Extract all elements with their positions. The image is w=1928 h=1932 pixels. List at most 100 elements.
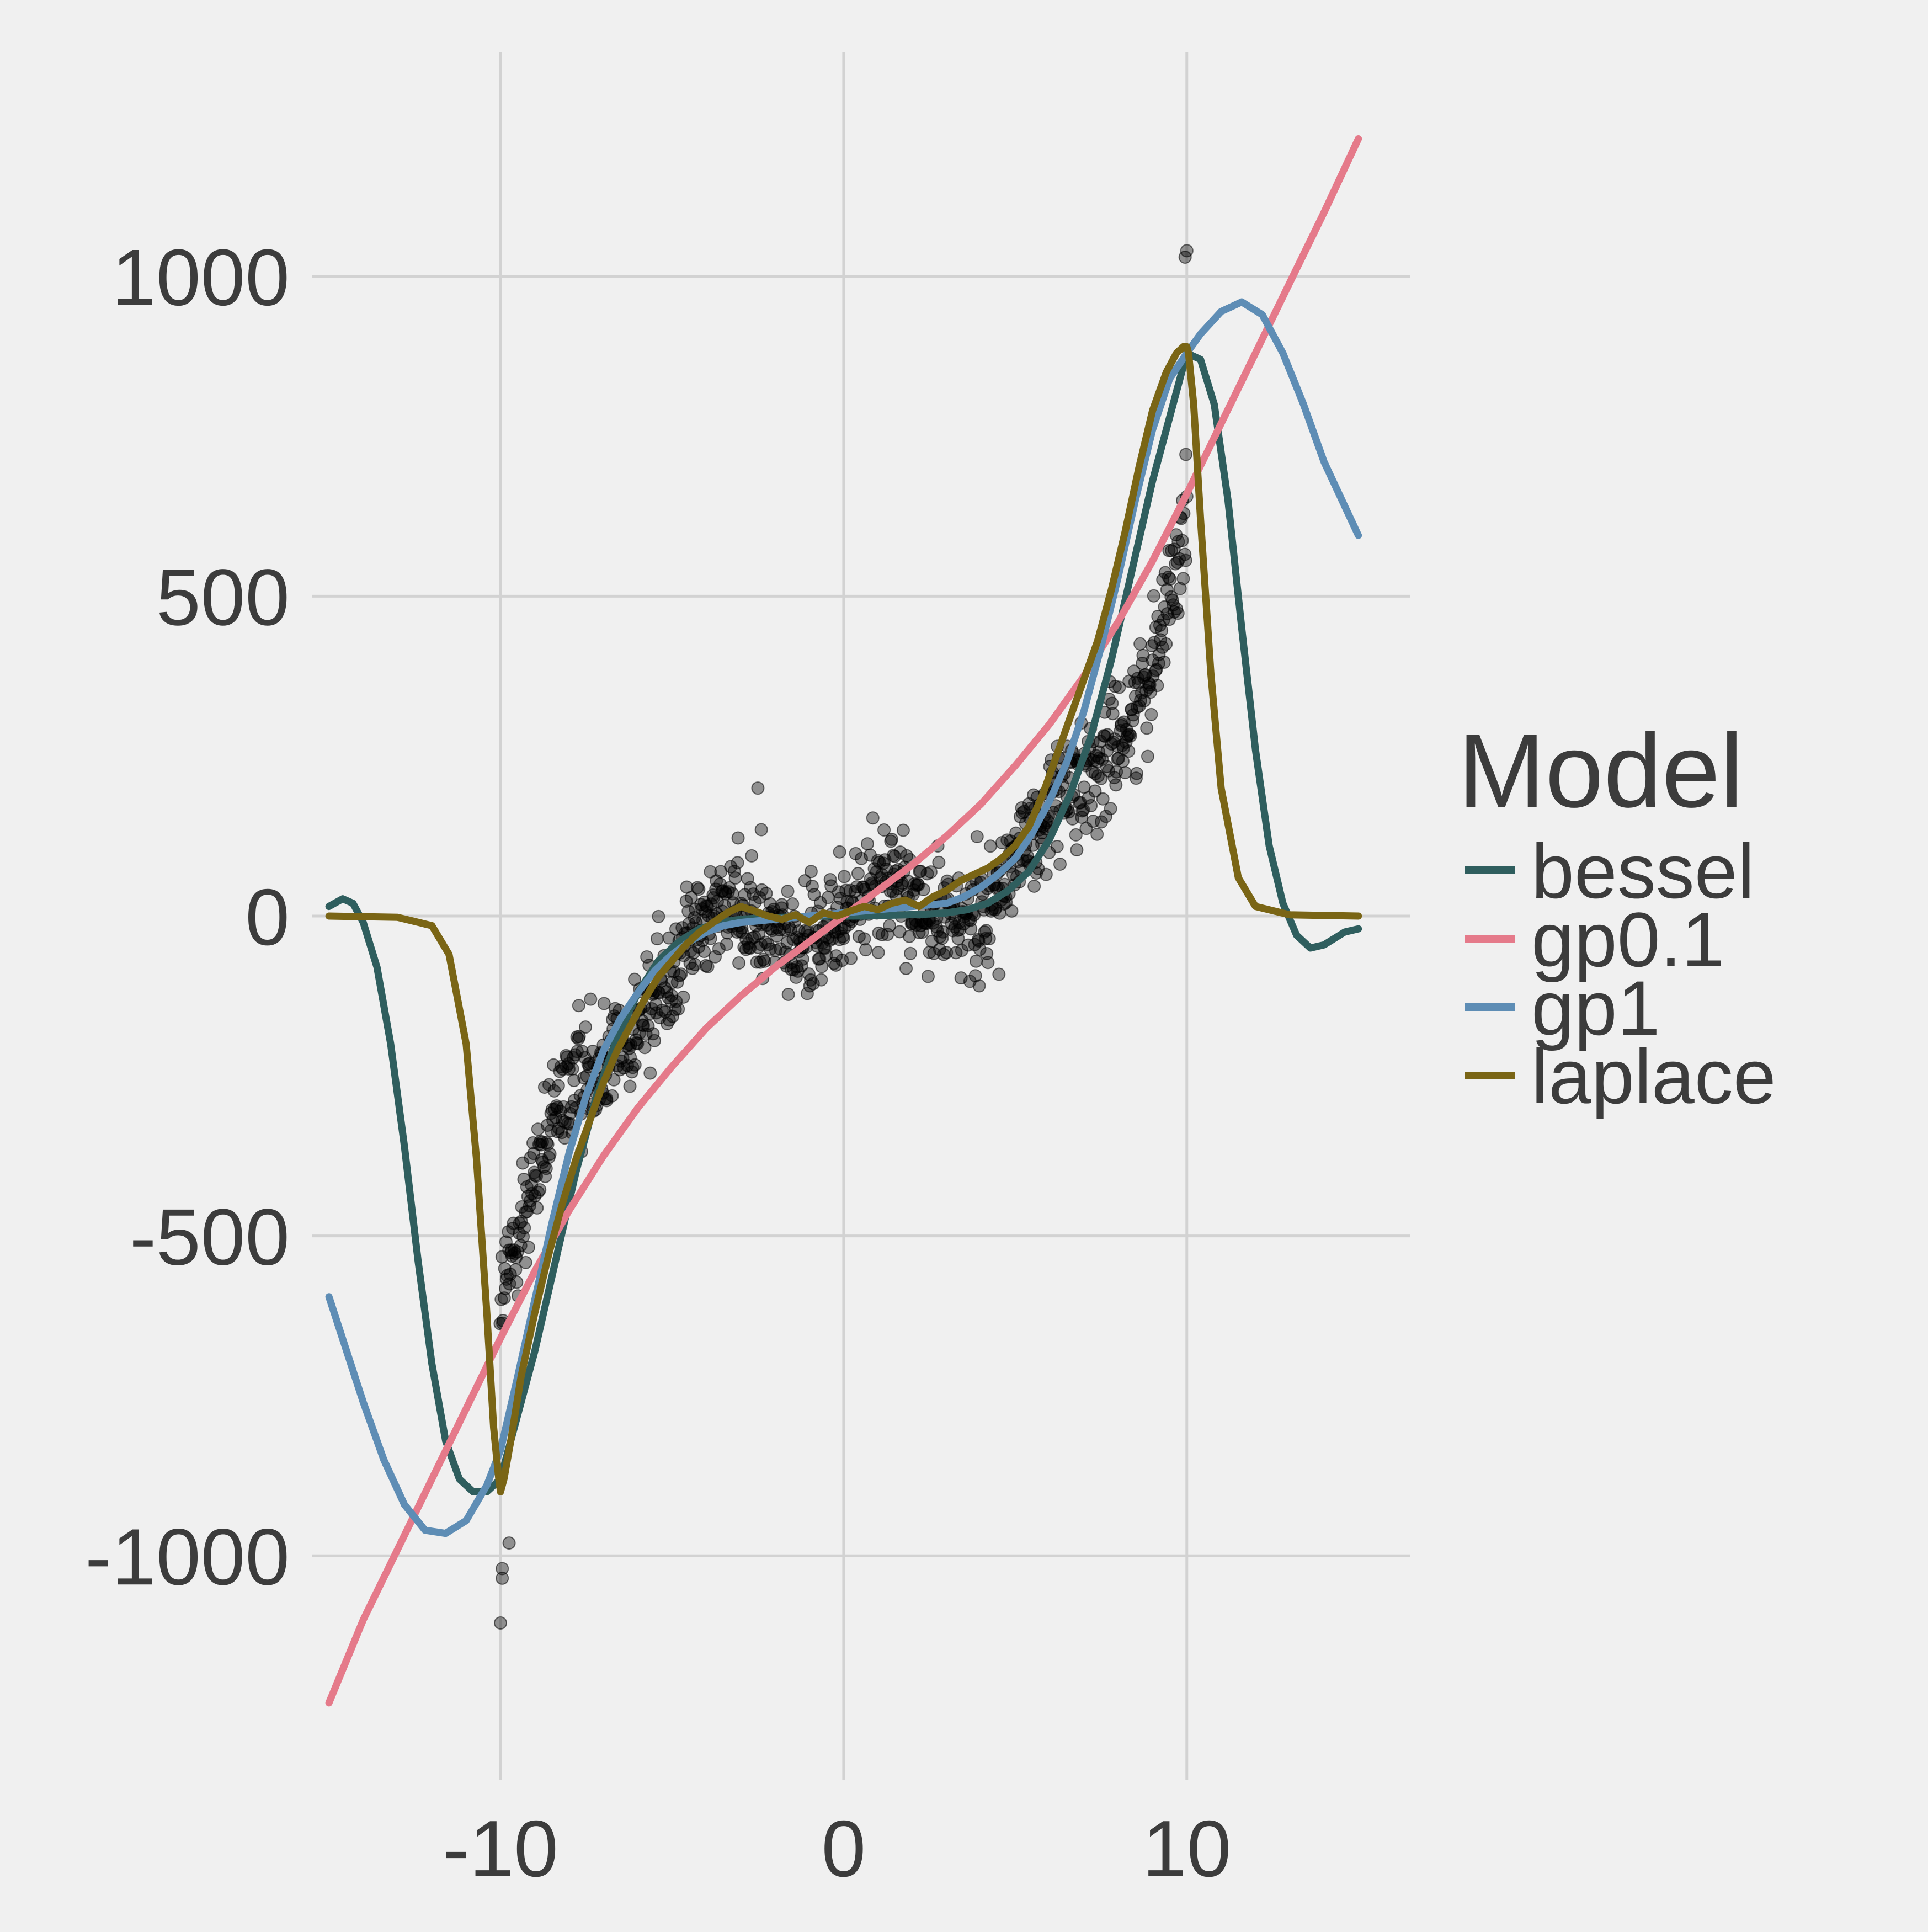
data-point xyxy=(539,1162,553,1175)
data-point xyxy=(544,1124,558,1137)
data-point xyxy=(917,882,930,896)
data-point xyxy=(731,856,744,870)
data-point xyxy=(877,823,891,837)
data-point xyxy=(1152,647,1166,661)
data-point xyxy=(1147,589,1160,603)
data-point xyxy=(631,1037,645,1051)
data-point xyxy=(1090,827,1104,841)
data-point xyxy=(885,832,898,846)
data-point xyxy=(753,891,766,904)
y-axis-tick-labels: -1000 -500 0 500 1000 xyxy=(85,233,290,1602)
data-point xyxy=(804,865,818,879)
data-point xyxy=(813,896,827,909)
data-point xyxy=(745,849,759,863)
data-point xyxy=(805,879,819,893)
data-point xyxy=(518,1221,531,1234)
series-line-laplace xyxy=(325,343,1362,1495)
data-point xyxy=(1112,680,1126,694)
data-point xyxy=(982,932,996,945)
data-point xyxy=(1039,867,1053,881)
data-point xyxy=(1141,749,1154,763)
data-point xyxy=(1105,696,1119,710)
data-point xyxy=(833,845,846,859)
x-axis-tick-labels: -10 0 10 xyxy=(443,1804,1231,1893)
data-point xyxy=(494,1616,508,1630)
legend-title: Model xyxy=(1458,712,1744,829)
data-point xyxy=(562,1062,576,1076)
data-point xyxy=(815,960,829,973)
data-point xyxy=(893,845,907,859)
data-point xyxy=(1123,729,1137,743)
data-point xyxy=(688,957,702,971)
data-point xyxy=(1175,534,1189,547)
series-layer xyxy=(325,135,1362,1707)
data-point xyxy=(669,994,683,1008)
data-point xyxy=(662,931,676,945)
data-point xyxy=(1088,784,1102,798)
data-point xyxy=(692,882,706,896)
y-tick-label: 1000 xyxy=(111,233,290,322)
data-point xyxy=(720,938,733,951)
data-point xyxy=(677,990,690,1004)
data-point xyxy=(970,830,984,844)
data-point xyxy=(858,932,871,946)
data-point xyxy=(1069,828,1083,842)
data-point xyxy=(697,945,711,959)
data-point xyxy=(751,781,765,795)
data-point xyxy=(704,865,717,879)
data-point xyxy=(969,954,983,968)
data-point xyxy=(579,1020,593,1034)
data-point xyxy=(684,891,698,904)
data-point xyxy=(1171,606,1185,620)
legend-label: bessel xyxy=(1531,828,1755,914)
data-point xyxy=(883,919,897,933)
data-point xyxy=(510,1275,524,1289)
data-point xyxy=(1162,570,1175,584)
data-point xyxy=(1077,803,1090,817)
data-point xyxy=(1122,744,1136,758)
data-point xyxy=(866,811,880,825)
data-point xyxy=(1129,771,1143,785)
data-point xyxy=(837,870,851,883)
data-point xyxy=(543,1147,557,1161)
data-point xyxy=(597,997,611,1010)
data-point xyxy=(648,1034,662,1047)
data-point xyxy=(921,970,935,983)
data-point xyxy=(1130,767,1144,780)
data-point xyxy=(843,883,857,897)
data-point xyxy=(819,949,833,962)
data-point xyxy=(567,1074,581,1088)
data-point xyxy=(1179,448,1193,461)
data-point xyxy=(1155,624,1169,637)
data-point xyxy=(1157,656,1171,669)
x-tick-label: 10 xyxy=(1142,1804,1231,1893)
data-point xyxy=(796,952,809,966)
data-point xyxy=(1144,707,1158,721)
data-point xyxy=(1140,721,1154,735)
data-point xyxy=(650,932,664,946)
data-point xyxy=(1159,637,1173,651)
data-point xyxy=(605,1089,619,1103)
data-point xyxy=(924,865,938,879)
data-point xyxy=(758,954,771,968)
data-point xyxy=(851,866,865,880)
data-point xyxy=(497,1291,511,1305)
data-point xyxy=(638,1041,652,1055)
data-point xyxy=(643,1066,657,1080)
data-point xyxy=(712,942,726,956)
data-point xyxy=(496,1562,509,1576)
data-point xyxy=(1176,572,1190,586)
data-point xyxy=(871,946,885,960)
y-tick-label: 0 xyxy=(245,872,290,962)
data-point xyxy=(781,987,795,1001)
data-point xyxy=(1106,707,1120,721)
data-point xyxy=(731,831,745,845)
data-point xyxy=(1005,904,1019,918)
data-point xyxy=(1109,778,1123,792)
data-point xyxy=(628,1058,642,1072)
data-point xyxy=(859,943,872,957)
